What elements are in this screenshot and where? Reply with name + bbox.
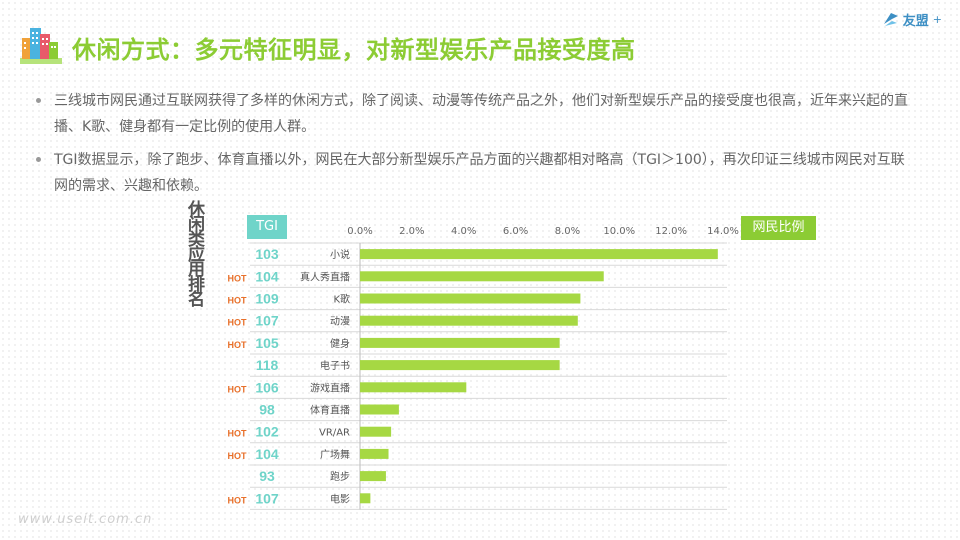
x-tick-label: 10.0% [603, 226, 635, 237]
hot-badge: HOT [228, 273, 248, 283]
tgi-value: 104 [255, 268, 279, 284]
tgi-value: 98 [259, 402, 275, 418]
bar-7 [360, 382, 467, 393]
hot-badge: HOT [228, 384, 248, 394]
bar-12 [360, 493, 371, 504]
category-label: 小说 [330, 248, 350, 261]
tgi-value: 103 [255, 246, 279, 262]
category-label: 游戏直播 [310, 381, 350, 394]
category-label: 广场舞 [320, 448, 350, 461]
x-tick-label: 0.0% [347, 226, 372, 237]
ratio-column-header: 网民比例 [741, 216, 816, 240]
x-tick-label: 14.0% [707, 226, 739, 237]
tgi-value: 104 [255, 446, 279, 462]
hot-badge: HOT [228, 318, 248, 328]
x-tick-label: 12.0% [655, 226, 687, 237]
tgi-value: 107 [255, 490, 279, 506]
bar-10 [360, 448, 389, 459]
x-tick-label: 4.0% [451, 226, 476, 237]
tgi-value: 118 [256, 357, 279, 373]
bullet-list: 三线城市网民通过互联网获得了多样的休闲方式，除了阅读、动漫等传统产品之外，他们对… [34, 88, 914, 206]
tgi-value: 106 [255, 379, 279, 395]
x-tick-label: 2.0% [399, 226, 424, 237]
city-buildings-icon [20, 28, 62, 64]
brand-name: 友盟 [902, 13, 929, 29]
umeng-logo-icon [883, 13, 898, 26]
tgi-column-header: TGI [247, 215, 287, 239]
category-label: 健身 [330, 337, 350, 350]
category-label: 真人秀直播 [300, 270, 350, 283]
bar-6 [360, 360, 560, 371]
hot-badge: HOT [228, 340, 248, 350]
x-tick-label: 6.0% [503, 226, 528, 237]
x-tick-label: 8.0% [555, 226, 580, 237]
bar-8 [360, 404, 399, 415]
bullet-item: TGI数据显示，除了跑步、体育直播以外，网民在大部分新型娱乐产品方面的兴趣都相对… [34, 147, 914, 199]
tgi-value: 109 [255, 291, 279, 307]
bar-5 [360, 337, 560, 348]
category-label: 电子书 [320, 359, 350, 372]
tgi-value: 93 [259, 468, 275, 484]
hot-badge: HOT [228, 495, 248, 505]
tgi-value: 107 [255, 313, 279, 329]
hot-badge: HOT [228, 296, 248, 306]
category-label: K歌 [333, 293, 350, 306]
category-label: VR/AR [319, 428, 350, 439]
chart-side-title: 休闲类应用排名 [188, 200, 205, 310]
bullet-item: 三线城市网民通过互联网获得了多样的休闲方式，除了阅读、动漫等传统产品之外，他们对… [34, 88, 914, 140]
category-label: 跑步 [330, 470, 350, 483]
header: 休闲方式：多元特征明显，对新型娱乐产品接受度高 友盟 + [0, 0, 960, 70]
bar-1 [360, 249, 718, 260]
hot-badge: HOT [228, 429, 248, 439]
page-title: 休闲方式：多元特征明显，对新型娱乐产品接受度高 [72, 36, 636, 64]
bar-9 [360, 426, 392, 437]
hot-badge: HOT [228, 451, 248, 461]
tgi-value: 102 [255, 424, 279, 440]
brand-plus: + [932, 12, 942, 26]
bar-3 [360, 293, 581, 304]
bar-4 [360, 315, 578, 326]
category-label: 电影 [330, 492, 350, 505]
tgi-value: 105 [255, 335, 279, 351]
bar-2 [360, 271, 604, 282]
category-label: 动漫 [330, 316, 350, 328]
bar-11 [360, 471, 386, 482]
brand: 友盟 + [882, 8, 942, 30]
watermark: www.useit.com.cn [18, 512, 153, 527]
category-label: 体育直播 [310, 404, 350, 417]
